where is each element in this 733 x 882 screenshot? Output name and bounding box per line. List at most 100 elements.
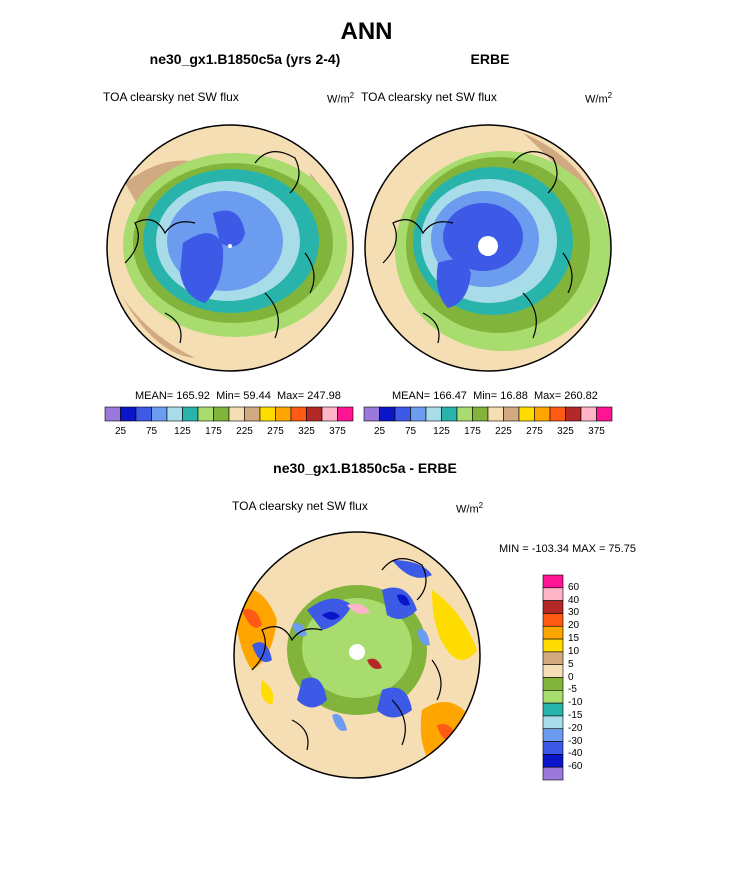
colorbar-swatch bbox=[275, 406, 292, 422]
panel1-field-label: TOA clearsky net SW flux bbox=[103, 90, 239, 104]
colorbar-swatch bbox=[542, 587, 564, 601]
colorbar-swatch bbox=[135, 406, 152, 422]
colorbar-swatch bbox=[104, 406, 121, 422]
colorbar-tick-label: -60 bbox=[568, 761, 583, 773]
colorbar-tick-label: 75 bbox=[145, 426, 158, 437]
figure-title: ANN bbox=[340, 18, 393, 45]
colorbar-tick-label: -30 bbox=[568, 735, 583, 747]
colorbar-tick-label: -40 bbox=[568, 748, 583, 760]
panel2-min: 16.88 bbox=[500, 390, 528, 402]
panel3-positive-30 bbox=[367, 658, 382, 669]
colorbar-tick-label: 125 bbox=[174, 426, 191, 437]
colorbar-swatch bbox=[151, 406, 168, 422]
panel3-pole-hole bbox=[349, 644, 365, 660]
colorbar-swatch bbox=[596, 406, 613, 422]
colorbar-swatch bbox=[456, 406, 473, 422]
panel2-field-label: TOA clearsky net SW flux bbox=[361, 90, 497, 104]
panel1-pole-dot bbox=[228, 244, 232, 248]
colorbar-tick-label: 225 bbox=[495, 426, 512, 437]
colorbar-swatch bbox=[542, 664, 564, 678]
colorbar-swatch bbox=[306, 406, 323, 422]
panel2-stats: MEAN= 166.47 Min= 16.88 Max= 260.82 bbox=[392, 390, 598, 402]
colorbar-swatch bbox=[197, 406, 214, 422]
panel1-units: W/m2 bbox=[327, 91, 355, 106]
panel3-negative-60 bbox=[322, 594, 410, 620]
colorbar-swatch bbox=[166, 406, 183, 422]
colorbar-tick-label: 175 bbox=[205, 426, 222, 437]
panel3-negative-20 bbox=[292, 622, 430, 731]
colorbar-swatch bbox=[410, 406, 427, 422]
panel1-stats: MEAN= 165.92 Min= 59.44 Max= 247.98 bbox=[135, 390, 341, 402]
panel3-map-border bbox=[233, 531, 481, 779]
colorbar-tick-label: 60 bbox=[568, 581, 580, 593]
colorbar-swatch bbox=[228, 406, 245, 422]
colorbar-tick-label: 175 bbox=[464, 426, 481, 437]
colorbar-swatch bbox=[542, 690, 564, 704]
colorbar-swatch bbox=[542, 574, 564, 589]
panel1-polar-map bbox=[106, 124, 354, 372]
colorbar-swatch bbox=[565, 406, 582, 422]
colorbar-swatch bbox=[542, 651, 564, 665]
colorbar-swatch bbox=[441, 406, 458, 422]
panel3-polar-map bbox=[233, 531, 481, 779]
colorbar-tick-label: 20 bbox=[568, 620, 580, 632]
colorbar-swatch bbox=[534, 406, 551, 422]
panel2-map-border bbox=[364, 124, 612, 372]
panel3-positive-40 bbox=[347, 603, 370, 614]
panel1-central-low bbox=[213, 210, 245, 247]
colorbar-swatch bbox=[213, 406, 230, 422]
panel1-min: 59.44 bbox=[243, 390, 271, 402]
colorbar-swatch bbox=[542, 741, 564, 755]
colorbar-swatch bbox=[321, 406, 338, 422]
panel2-colorbar-ticks: 25 75 125 175 225 275 325 375 bbox=[0, 426, 733, 440]
colorbar-tick-label: 5 bbox=[568, 658, 574, 670]
colorbar-swatch bbox=[518, 406, 535, 422]
colorbar-tick-label: 325 bbox=[557, 426, 574, 437]
colorbar-swatch bbox=[542, 613, 564, 627]
colorbar-swatch bbox=[503, 406, 520, 422]
colorbar-tick-label: 375 bbox=[588, 426, 605, 437]
colorbar-swatch bbox=[542, 638, 564, 653]
colorbar-swatch bbox=[259, 406, 276, 422]
panel3-negative-40 bbox=[252, 560, 432, 718]
colorbar-tick-label: 375 bbox=[329, 426, 346, 437]
colorbar-swatch bbox=[425, 406, 442, 422]
panel2-mean: 166.47 bbox=[433, 390, 467, 402]
colorbar-tick-label: 25 bbox=[373, 426, 386, 437]
panel1-max: 247.98 bbox=[307, 390, 341, 402]
panel3-minmax: MIN = -103.34 MAX = 75.75 bbox=[499, 543, 636, 555]
panel3-units: W/m2 bbox=[456, 501, 484, 516]
panel1-colorbar bbox=[104, 406, 354, 422]
panel2-subtitle: ERBE bbox=[470, 51, 510, 67]
panel3-coastlines bbox=[251, 558, 442, 751]
panel1-greenland-low bbox=[180, 233, 224, 303]
panel2-units: W/m2 bbox=[585, 91, 613, 106]
panel1-mean: 165.92 bbox=[176, 390, 210, 402]
colorbar-swatch bbox=[542, 702, 564, 717]
colorbar-tick-label: 325 bbox=[298, 426, 315, 437]
colorbar-swatch bbox=[379, 406, 396, 422]
colorbar-tick-label: 225 bbox=[236, 426, 253, 437]
panel2-polar-map bbox=[364, 124, 612, 372]
panel2-greenland-low bbox=[436, 259, 471, 308]
panel3-field-label: TOA clearsky net SW flux bbox=[232, 499, 368, 513]
colorbar-tick-label: 40 bbox=[568, 594, 580, 606]
panel2-coastlines bbox=[382, 151, 573, 344]
colorbar-tick-label: 125 bbox=[433, 426, 450, 437]
colorbar-tick-label: -5 bbox=[568, 684, 577, 696]
colorbar-tick-label: 15 bbox=[568, 633, 580, 645]
colorbar-swatch bbox=[244, 406, 261, 422]
panel2-pole-hole bbox=[478, 236, 498, 256]
colorbar-swatch bbox=[290, 406, 307, 422]
colorbar-swatch bbox=[337, 406, 354, 422]
panel3-colorbar bbox=[542, 574, 564, 781]
colorbar-tick-label: 30 bbox=[568, 607, 580, 619]
panel3-colorbar-ticks: 60 40 30 20 15 10 5 0 -5 -10 -15 -20 -30 -40 -60 bbox=[568, 575, 608, 780]
panel1-colorbar-ticks: 25 75 125 175 225 275 325 375 bbox=[0, 426, 733, 440]
colorbar-swatch bbox=[487, 406, 504, 422]
colorbar-swatch bbox=[542, 728, 564, 742]
colorbar-tick-label: 25 bbox=[114, 426, 127, 437]
colorbar-swatch bbox=[542, 625, 564, 640]
colorbar-tick-label: -20 bbox=[568, 722, 583, 734]
panel1-ring-tan bbox=[120, 160, 341, 358]
